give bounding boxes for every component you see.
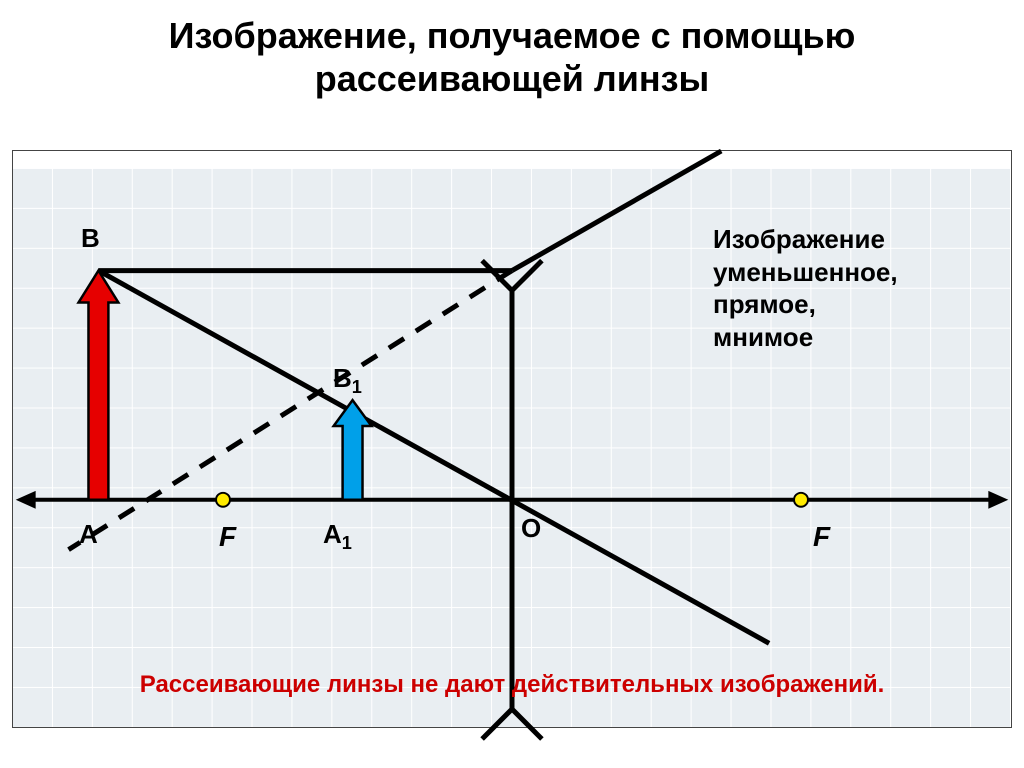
label-F-right: F xyxy=(813,521,830,553)
page-title: Изображение, получаемое с помощью рассеи… xyxy=(0,0,1024,108)
image-description: Изображениеуменьшенное,прямое,мнимое xyxy=(713,223,898,353)
diagram-canvas: A B A1 B1 O F F Изображениеуменьшенное,п… xyxy=(12,150,1012,728)
label-F-left: F xyxy=(219,521,236,553)
label-A: A xyxy=(79,519,98,550)
label-B: B xyxy=(81,223,100,254)
label-O: O xyxy=(521,513,541,544)
label-A1: A1 xyxy=(323,519,352,554)
footer-note: Рассеивающие линзы не дают действительны… xyxy=(13,671,1011,699)
label-B1: B1 xyxy=(333,363,362,398)
